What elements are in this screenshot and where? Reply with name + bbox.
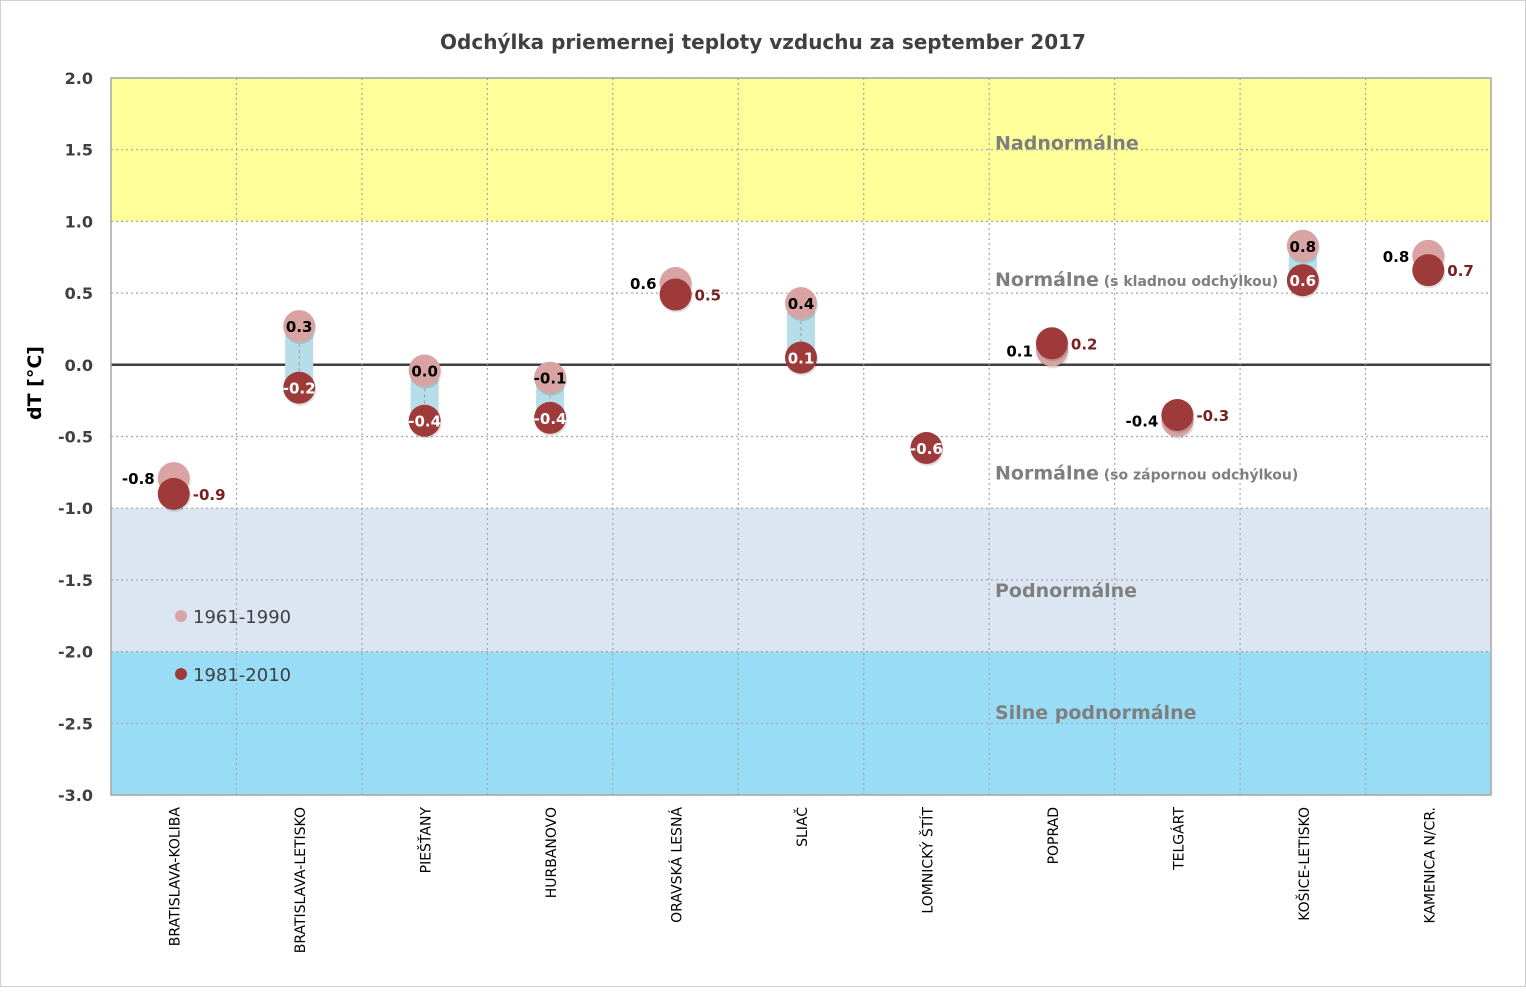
- point-1981-2010: [157, 477, 190, 510]
- data-label: 0.0: [411, 363, 438, 381]
- y-tick-label: -0.5: [58, 428, 93, 447]
- y-tick-label: -1.5: [58, 571, 93, 590]
- x-tick-label: POPRAD: [1046, 807, 1062, 864]
- band-label: Nadnormálne: [995, 133, 1139, 155]
- point-1961-1990: [408, 354, 441, 387]
- y-tick-label: -2.0: [58, 643, 93, 662]
- y-tick-label: 2.0: [65, 69, 93, 88]
- data-label: 0.3: [286, 318, 313, 336]
- chart-title: Odchýlka priemernej teploty vzduchu za s…: [440, 30, 1086, 54]
- data-label: 0.6: [1290, 272, 1317, 290]
- y-tick-label: 0.5: [65, 284, 93, 303]
- y-tick-label: -3.0: [58, 786, 93, 805]
- point-1961-1990: [283, 310, 316, 343]
- data-label: 0.6: [630, 275, 657, 293]
- grid-layer: [110, 77, 1492, 796]
- x-tick-label: HURBANOVO: [544, 807, 560, 898]
- point-1981-2010: [1161, 398, 1194, 431]
- band-labels: Nadnormálne Normálne (s kladnou odchýlkou…: [995, 133, 1298, 724]
- data-label: 0.5: [695, 287, 722, 305]
- legend: 1961-1990 1981-2010: [175, 607, 291, 686]
- legend-label: 1981-2010: [193, 665, 291, 686]
- data-label: 0.1: [788, 350, 815, 368]
- y-tick-label: -1.0: [58, 499, 93, 518]
- x-tick-label: KOŠICE-LETISKO: [1295, 807, 1313, 921]
- data-label: -0.8: [122, 470, 155, 488]
- y-axis-label: dT [°C]: [24, 346, 46, 420]
- data-label: 0.4: [788, 295, 815, 313]
- data-label: -0.2: [283, 380, 316, 398]
- y-tick-label: -2.5: [58, 714, 93, 733]
- point-1981-2010: [534, 401, 567, 434]
- data-label: -0.1: [534, 370, 567, 388]
- data-label: 0.7: [1447, 262, 1474, 280]
- x-tick-label: BRATISLAVA-KOLIBA: [168, 807, 184, 947]
- data-label: -0.9: [193, 486, 226, 504]
- data-label: 0.8: [1383, 248, 1410, 266]
- x-tick-label: PIEŠŤANY: [417, 807, 435, 874]
- y-tick-label: 1.0: [65, 212, 93, 231]
- data-label: -0.4: [408, 413, 441, 431]
- point-1981-2010: [1412, 254, 1445, 287]
- data-label: -0.3: [1196, 407, 1229, 425]
- point-1981-2010: [408, 404, 441, 437]
- legend-marker: [175, 610, 187, 622]
- x-tick-label: TELGÁRT: [1170, 807, 1187, 871]
- point-1961-1990: [534, 361, 567, 394]
- band-label: Podnormálne: [995, 580, 1137, 602]
- data-label: -0.4: [534, 410, 567, 428]
- data-label: 0.1: [1006, 342, 1033, 360]
- x-tick-label: KAMENICA N/CR.: [1422, 807, 1438, 923]
- data-label: 0.8: [1290, 238, 1317, 256]
- point-1961-1990: [785, 287, 817, 320]
- y-tick-label: 0.0: [65, 356, 93, 375]
- point-1981-2010: [910, 431, 943, 464]
- band-label: Normálne (so zápornou odchýlkou): [995, 463, 1298, 485]
- x-tick-label: BRATISLAVA-LETISKO: [293, 807, 309, 953]
- x-tick-label: LOMNICKÝ ŠTÍT: [918, 807, 936, 914]
- legend-label: 1961-1990: [193, 607, 291, 628]
- point-1981-2010: [785, 341, 817, 374]
- data-marks: -0.8 0.3 0.0 -0.1 0.6 0.4 0.1 -0.4 0.8 0.8 -0.9 -0.…: [122, 229, 1474, 512]
- point-1981-2010: [659, 278, 692, 311]
- y-tick-label: 1.5: [65, 141, 93, 160]
- point-1961-1990: [1286, 229, 1319, 262]
- data-label: -0.6: [910, 440, 943, 458]
- x-tick-label: ORAVSKÁ LESNÁ: [669, 807, 686, 923]
- y-axis: 2.0 1.5 1.0 0.5 0.0 -0.5 -1.0 -1.5 -2.0 -2.5 -3.0: [58, 69, 93, 805]
- data-label: 0.2: [1071, 335, 1098, 353]
- legend-marker: [175, 668, 187, 680]
- plot-border: [110, 77, 1492, 796]
- x-axis: BRATISLAVA-KOLIBA BRATISLAVA-LETISKO PIEŠŤ…: [168, 807, 1439, 954]
- band-label: Normálne (s kladnou odchýlkou): [995, 269, 1278, 291]
- point-1981-2010: [1286, 264, 1319, 297]
- point-1981-2010: [1035, 327, 1068, 360]
- x-tick-label: SLIAČ: [793, 807, 811, 847]
- band-label: Silne podnormálne: [995, 702, 1197, 724]
- data-label: -0.4: [1126, 413, 1159, 431]
- point-1981-2010: [283, 371, 316, 404]
